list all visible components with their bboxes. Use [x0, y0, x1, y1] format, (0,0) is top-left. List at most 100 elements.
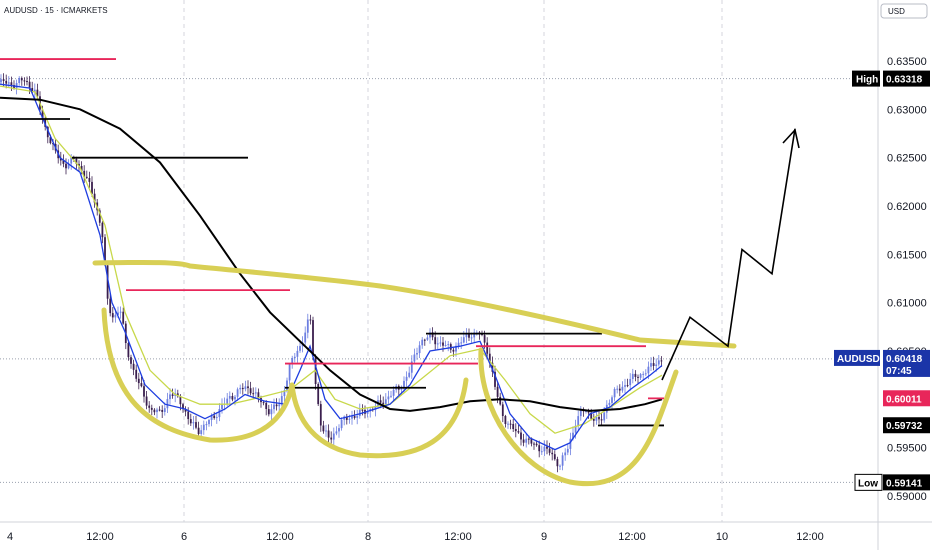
- y-tick-label: 0.62000: [887, 201, 927, 213]
- candle-body: [153, 409, 156, 413]
- candle-body: [78, 163, 80, 167]
- candle-body: [340, 419, 343, 429]
- candle-body: [624, 385, 626, 387]
- candle-body: [145, 396, 148, 406]
- x-tick-label: 6: [181, 531, 187, 543]
- candle-body: [171, 394, 174, 396]
- low-value-tag: [883, 474, 930, 491]
- x-tick-label: 12:00: [86, 531, 114, 543]
- candle-body: [410, 361, 413, 373]
- candle-body: [312, 320, 314, 357]
- candle-body: [533, 443, 535, 445]
- candle-body: [296, 350, 299, 357]
- candle-body: [517, 431, 520, 433]
- candle-body: [608, 402, 611, 405]
- candle-body: [452, 349, 455, 352]
- candle-body: [426, 337, 429, 340]
- candle-body: [600, 419, 603, 421]
- candle-body: [10, 82, 13, 85]
- candle-body: [652, 363, 655, 366]
- candle-body: [304, 332, 307, 343]
- candle-body: [626, 385, 629, 387]
- candle-body: [436, 343, 439, 345]
- candle-body: [439, 342, 442, 344]
- candle-body: [348, 418, 351, 420]
- candle-body: [566, 448, 569, 453]
- left-shoulder-drawing: [101, 307, 295, 443]
- low-label-text: Low: [858, 478, 878, 489]
- x-tick-label: 8: [365, 531, 371, 543]
- ema-fast-line: [0, 83, 663, 451]
- candle-body: [616, 388, 619, 390]
- candle-body: [205, 424, 208, 426]
- currency-button-label[interactable]: USD: [888, 7, 905, 16]
- candle-body: [514, 429, 517, 432]
- candle-body: [15, 83, 18, 89]
- x-tick-label: 12:00: [796, 531, 824, 543]
- candle-body: [465, 334, 468, 338]
- candle-body: [444, 345, 447, 346]
- candle-body: [200, 430, 203, 434]
- candle-body: [184, 409, 187, 412]
- candle-body: [470, 337, 473, 339]
- candle-body: [468, 334, 470, 338]
- candle-body: [520, 432, 522, 440]
- candle-body: [213, 415, 216, 418]
- candle-body: [280, 396, 283, 405]
- candle-body: [52, 143, 54, 145]
- candle-body: [288, 364, 291, 381]
- candle-body: [70, 157, 73, 164]
- candle-body: [473, 332, 476, 338]
- candle-body: [93, 193, 96, 203]
- candle-body: [512, 424, 515, 429]
- candle-body: [361, 409, 364, 411]
- candle-body: [31, 88, 34, 93]
- candle-body: [507, 423, 509, 425]
- candle-body: [322, 425, 325, 432]
- candle-body: [137, 378, 140, 384]
- candle-body: [592, 418, 595, 421]
- x-tick-label: 12:00: [266, 531, 294, 543]
- candle-body: [405, 376, 408, 381]
- y-tick-label: 0.61500: [887, 249, 927, 261]
- candle-body: [278, 404, 281, 407]
- candle-body: [629, 379, 632, 386]
- candle-body: [262, 402, 265, 404]
- candle-body: [106, 265, 109, 299]
- candle-body: [252, 393, 255, 395]
- candle-body: [559, 465, 561, 467]
- y-tick-label: 0.61000: [887, 298, 927, 310]
- currency-button[interactable]: [880, 3, 928, 19]
- candle-body: [231, 396, 234, 400]
- candle-body: [488, 353, 491, 363]
- candle-body: [603, 412, 606, 421]
- candle-body: [585, 411, 587, 412]
- candle-body: [449, 344, 452, 350]
- candle-body: [117, 312, 119, 315]
- candle-body: [494, 371, 496, 387]
- candle-body: [187, 411, 190, 420]
- candle-body: [140, 383, 143, 387]
- projection-path: [661, 128, 796, 381]
- candle-body: [127, 343, 130, 358]
- candle-body: [85, 176, 88, 178]
- arrow-head-icon: [782, 128, 800, 149]
- symbol-header: AUDUSD · 15 · ICMARKETS: [4, 6, 108, 15]
- candle-body: [291, 358, 294, 365]
- candle-body: [644, 373, 647, 375]
- candle-body: [637, 376, 639, 378]
- red-level-value: 0.60011: [886, 394, 922, 405]
- candle-body: [642, 373, 645, 375]
- candle-body: [618, 388, 621, 391]
- candle-body: [210, 415, 213, 420]
- candle-body: [572, 432, 574, 439]
- candle-body: [26, 81, 28, 82]
- candle-body: [569, 438, 572, 449]
- candle-body: [163, 408, 166, 412]
- candle-body: [553, 454, 556, 460]
- candle-body: [148, 405, 151, 408]
- candle-body: [455, 345, 457, 352]
- candle-body: [525, 438, 528, 443]
